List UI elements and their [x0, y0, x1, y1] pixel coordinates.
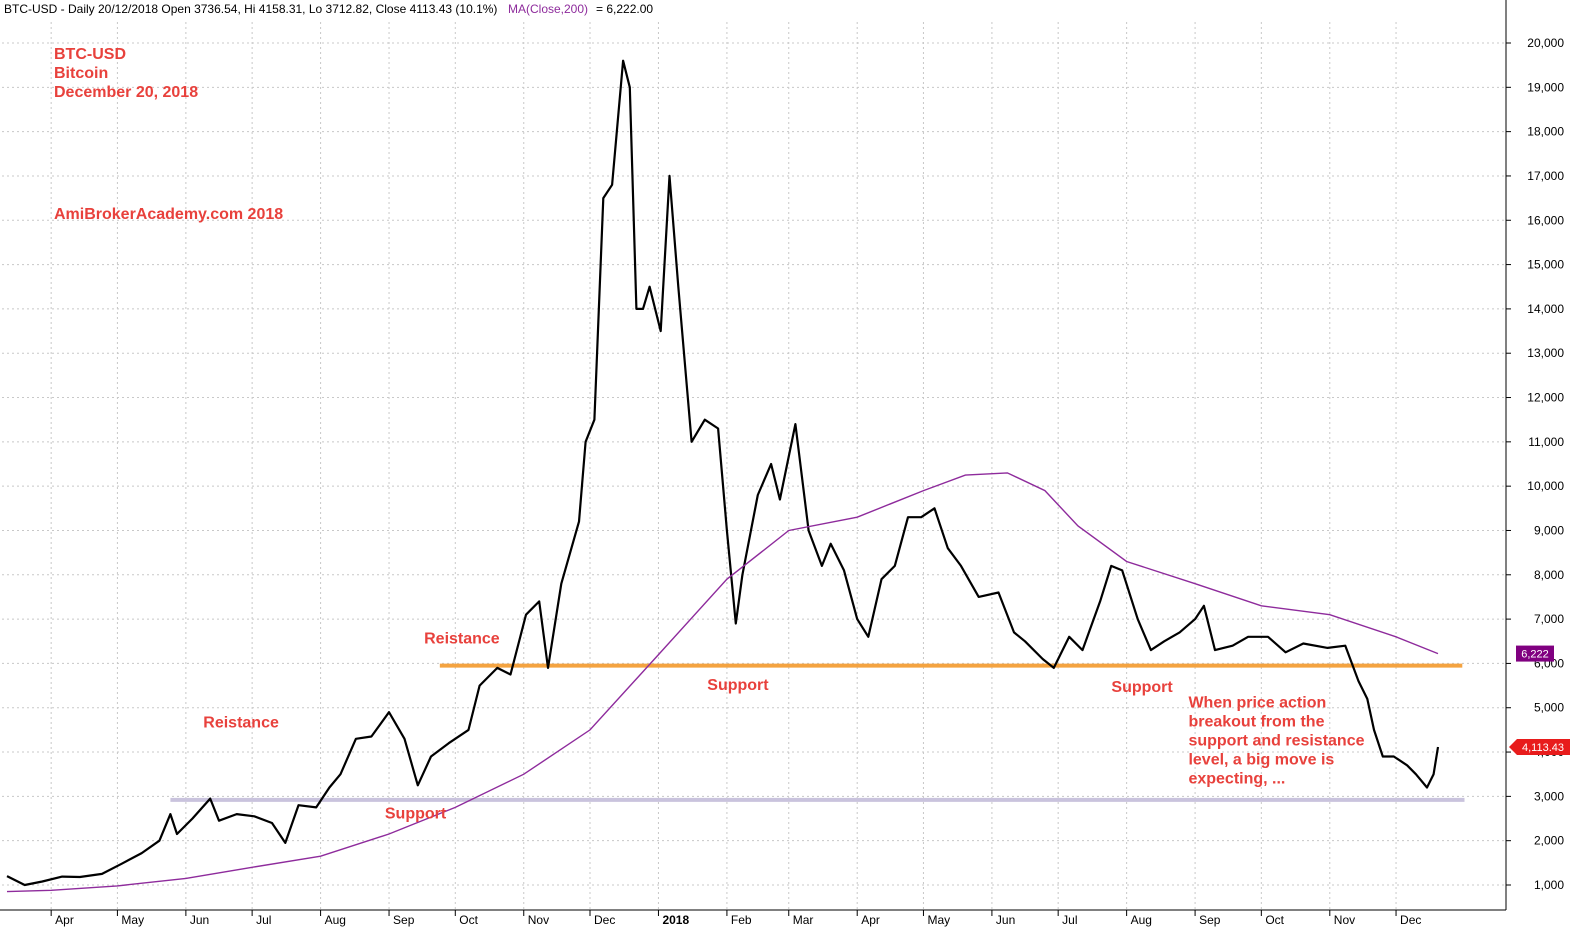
- annotation-label: Reistance: [203, 715, 279, 732]
- value-flags: 6,222 4,113.43: [1509, 645, 1570, 756]
- y-tick-label: 17,000: [1527, 169, 1564, 183]
- annotations: Reistance Support Reistance Support Support W…: [203, 630, 1364, 822]
- note-line: expecting, ...: [1188, 771, 1285, 788]
- x-tick-label: Aug: [1131, 913, 1152, 927]
- x-tick-label: May: [121, 913, 144, 927]
- header-ma-value: = 6,222.00: [596, 2, 653, 16]
- y-tick-label: 2,000: [1534, 834, 1564, 848]
- x-tick-label: Oct: [1265, 913, 1284, 927]
- note-line: When price action: [1188, 695, 1326, 712]
- y-tick-label: 5,000: [1534, 701, 1564, 715]
- price-value-flag-label: 4,113.43: [1522, 742, 1564, 754]
- annotation-label: Support: [385, 806, 447, 823]
- grid-lines: [0, 0, 1507, 911]
- x-tick-label: Jun: [190, 913, 209, 927]
- note-line: breakout from the: [1188, 714, 1324, 731]
- annotation-label: Support: [707, 677, 769, 694]
- y-tick-label: 16,000: [1527, 213, 1564, 227]
- header-symbol-line: BTC-USD - Daily 20/12/2018 Open 3736.54,…: [4, 2, 497, 16]
- y-tick-label: 11,000: [1528, 435, 1564, 449]
- note-line: level, a big move is: [1188, 752, 1334, 769]
- x-tick-label: Sep: [393, 913, 415, 927]
- title-date: December 20, 2018: [54, 84, 198, 101]
- x-tick-label: Apr: [861, 913, 880, 927]
- x-tick-label: Dec: [1400, 913, 1421, 927]
- ma-value-flag: [1516, 645, 1554, 662]
- ma-value-flag-label: 6,222: [1521, 649, 1549, 661]
- x-tick-label: Sep: [1199, 913, 1221, 927]
- series-layer: [6, 59, 1440, 893]
- watermark-text: AmiBrokerAcademy.com 2018: [54, 206, 283, 223]
- note-line: support and resistance: [1188, 733, 1364, 750]
- y-tick-label: 9,000: [1534, 523, 1564, 537]
- price-value-flag: [1509, 739, 1570, 756]
- x-tick-label: Mar: [793, 913, 814, 927]
- header-ma-label: MA(Close,200): [508, 2, 588, 16]
- x-axis: Apr May Jun Jul Aug Sep Oct Nov Dec 2018 Feb Mar Apr…: [50, 910, 1421, 927]
- x-tick-label: Jul: [1062, 913, 1077, 927]
- annotation-label: Reistance: [424, 630, 500, 647]
- x-tick-label: Aug: [325, 913, 346, 927]
- y-tick-label: 7,000: [1534, 612, 1564, 626]
- x-tick-label: May: [927, 913, 950, 927]
- x-tick-label: Dec: [594, 913, 615, 927]
- x-tick-label: Feb: [731, 913, 752, 927]
- x-tick-label: Nov: [1334, 913, 1355, 927]
- y-tick-label: 18,000: [1527, 125, 1564, 139]
- y-tick-label: 19,000: [1527, 80, 1564, 94]
- x-tick-label: Nov: [528, 913, 549, 927]
- moving-average-line: [6, 472, 1439, 893]
- y-tick-label: 1,000: [1534, 878, 1564, 892]
- y-tick-label: 13,000: [1527, 346, 1564, 360]
- y-tick-label: 12,000: [1527, 391, 1564, 405]
- y-tick-label: 8,000: [1534, 568, 1564, 582]
- x-tick-label: Jun: [996, 913, 1015, 927]
- y-tick-label: 20,000: [1527, 36, 1564, 50]
- price-line: [6, 59, 1440, 887]
- title-name: Bitcoin: [54, 65, 108, 82]
- x-tick-label: 2018: [662, 913, 689, 927]
- annotation-label: Support: [1111, 679, 1173, 696]
- x-tick-label: Oct: [459, 913, 478, 927]
- title-symbol: BTC-USD: [54, 46, 126, 63]
- y-tick-label: 3,000: [1534, 789, 1564, 803]
- x-tick-label: Apr: [55, 913, 74, 927]
- x-tick-label: Jul: [256, 913, 271, 927]
- reference-lines: [170, 663, 1465, 802]
- y-tick-label: 14,000: [1527, 302, 1564, 316]
- y-tick-label: 15,000: [1527, 258, 1564, 272]
- y-tick-label: 10,000: [1527, 479, 1564, 493]
